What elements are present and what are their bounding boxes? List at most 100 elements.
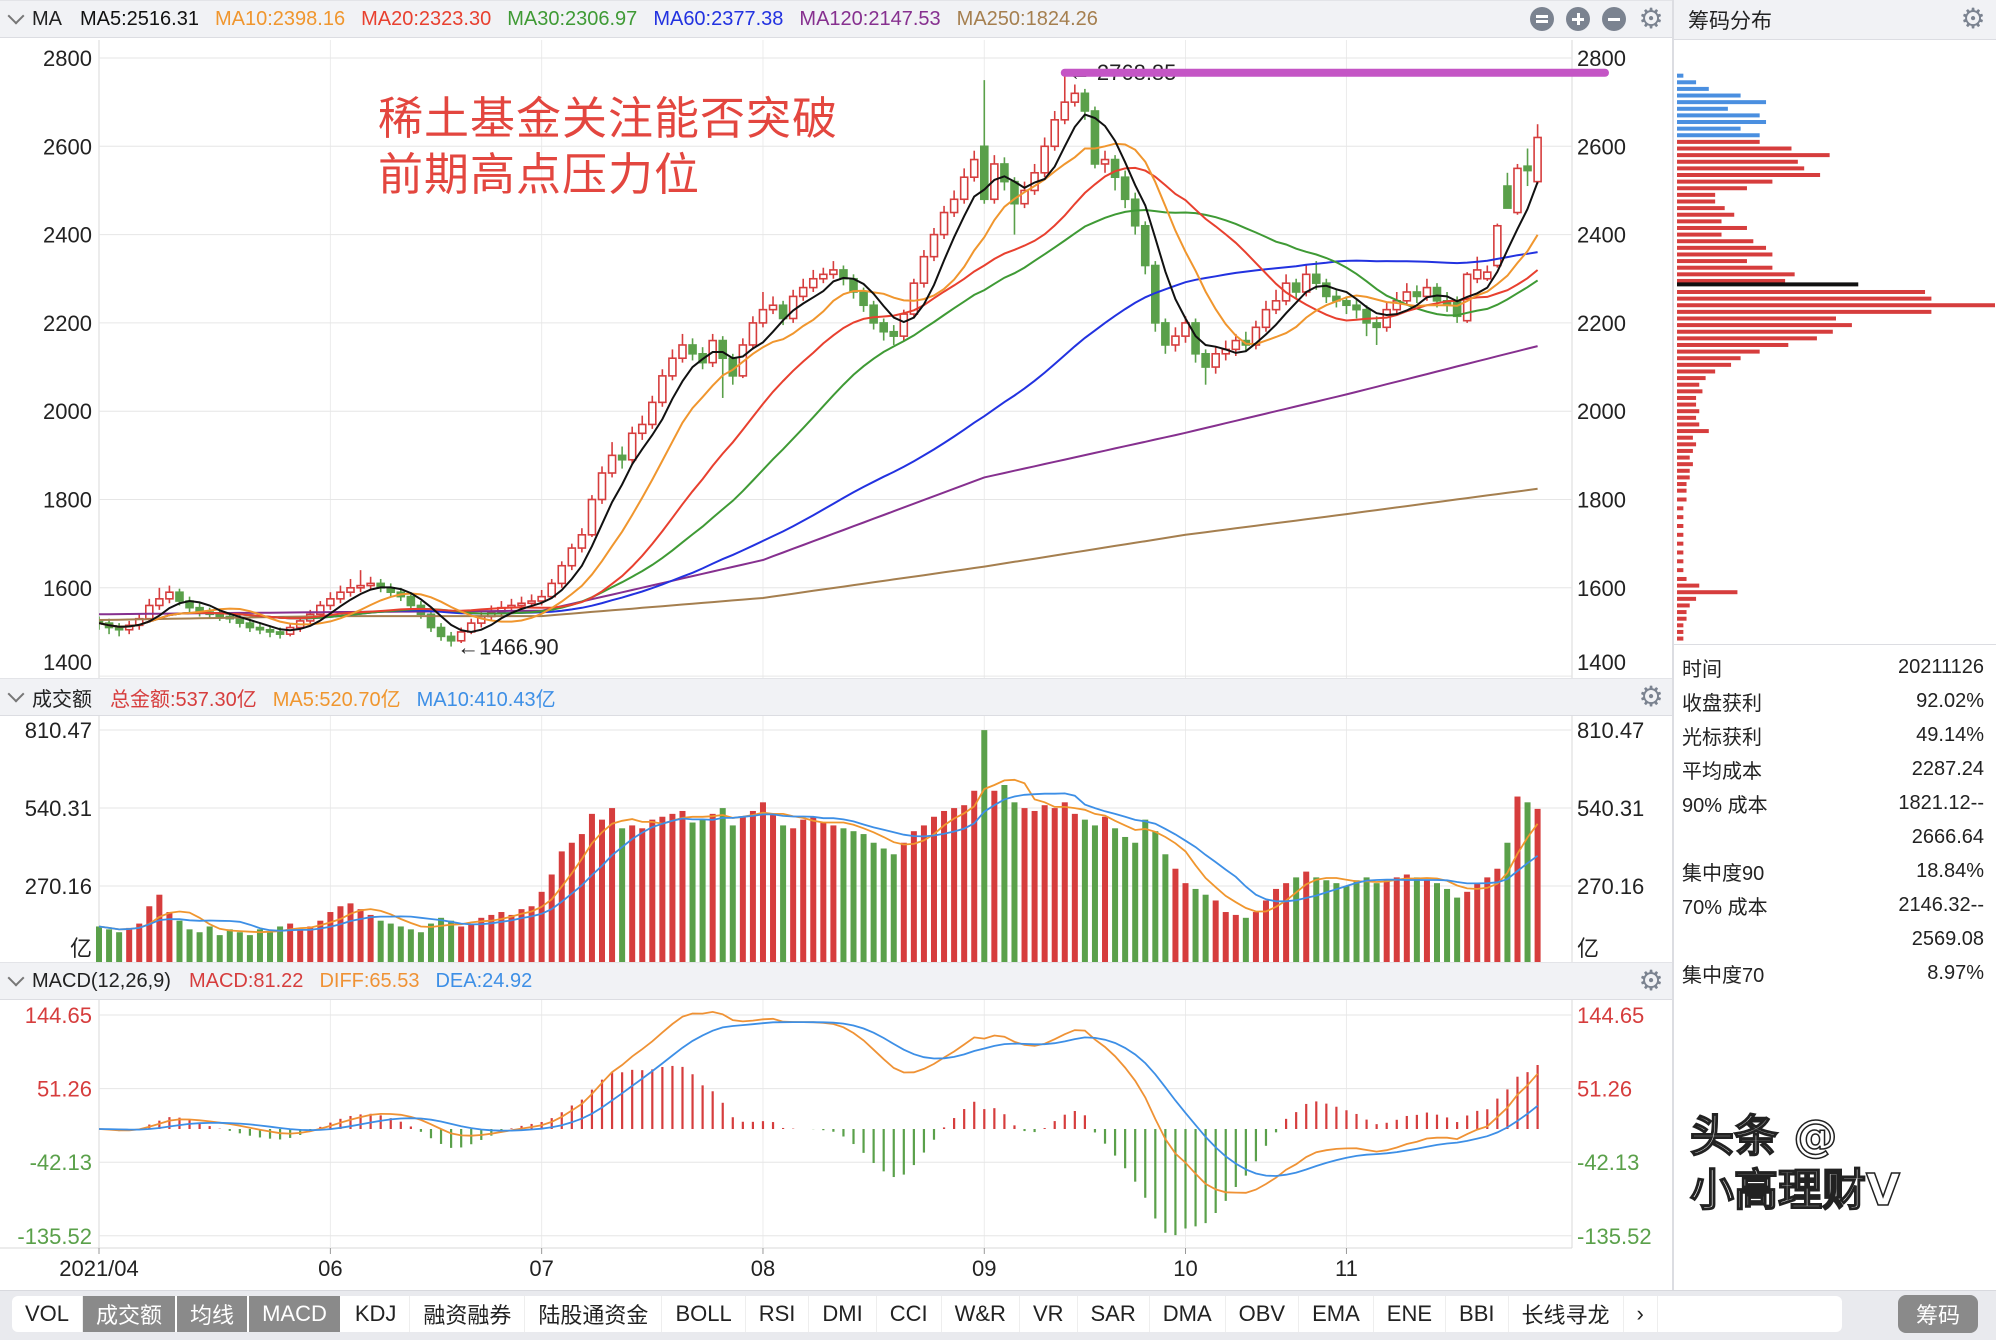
candle[interactable] xyxy=(1352,304,1361,311)
volume-bar[interactable] xyxy=(307,926,314,964)
volume-bar[interactable] xyxy=(176,920,183,964)
candle[interactable] xyxy=(607,454,617,474)
volume-bar[interactable] xyxy=(981,730,988,964)
volume-bar[interactable] xyxy=(991,790,998,964)
volume-bar[interactable] xyxy=(870,842,877,964)
candle[interactable] xyxy=(859,291,868,307)
volume-bar[interactable] xyxy=(1444,888,1451,964)
candle[interactable] xyxy=(1201,353,1210,368)
volume-bar[interactable] xyxy=(1343,886,1350,964)
volume-bar[interactable] xyxy=(377,920,384,964)
tab-W&R[interactable]: W&R xyxy=(942,1296,1020,1332)
volume-bar[interactable] xyxy=(518,909,525,964)
volume-bar[interactable] xyxy=(1403,874,1410,964)
candle[interactable] xyxy=(406,595,416,607)
candle[interactable] xyxy=(949,198,959,214)
volume-bar[interactable] xyxy=(1132,842,1139,964)
volume-bar[interactable] xyxy=(1454,897,1461,964)
candle[interactable] xyxy=(1362,308,1371,324)
candle[interactable] xyxy=(1372,322,1381,329)
tab-长线寻龙[interactable]: 长线寻龙 xyxy=(1509,1296,1624,1332)
volume-bar[interactable] xyxy=(941,810,948,964)
volume-bar[interactable] xyxy=(971,790,978,964)
candle[interactable] xyxy=(939,211,949,236)
volume-bar[interactable] xyxy=(609,808,616,964)
volume-bar[interactable] xyxy=(1283,883,1290,964)
volume-bar[interactable] xyxy=(689,822,696,964)
candle[interactable] xyxy=(1181,322,1190,337)
volume-bar[interactable] xyxy=(478,917,485,964)
volume-bar[interactable] xyxy=(1252,912,1259,964)
volume-bar[interactable] xyxy=(548,874,555,964)
candle[interactable] xyxy=(1422,286,1432,298)
volume-bar[interactable] xyxy=(1021,808,1028,964)
tab-DMA[interactable]: DMA xyxy=(1150,1296,1226,1332)
candle[interactable] xyxy=(1100,158,1110,165)
candle[interactable] xyxy=(436,626,446,638)
candle[interactable] xyxy=(869,304,878,324)
volume-bar[interactable] xyxy=(1172,868,1179,964)
candle[interactable] xyxy=(1060,101,1070,121)
candle[interactable] xyxy=(1110,158,1120,179)
candle[interactable] xyxy=(1130,198,1140,227)
tab-均线[interactable]: 均线 xyxy=(177,1296,250,1332)
candle[interactable] xyxy=(577,534,587,549)
candle[interactable] xyxy=(909,282,919,315)
candle[interactable] xyxy=(275,631,285,635)
candle[interactable] xyxy=(1080,92,1090,112)
tab-成交额[interactable]: 成交额 xyxy=(83,1296,178,1332)
volume-bar[interactable] xyxy=(357,909,364,964)
tab-VR[interactable]: VR xyxy=(1020,1296,1078,1332)
tab-陆股通资金[interactable]: 陆股通资金 xyxy=(525,1296,663,1332)
tab-BOLL[interactable]: BOLL xyxy=(662,1296,746,1332)
candle[interactable] xyxy=(658,375,667,404)
volume-bar[interactable] xyxy=(1192,888,1199,964)
candle[interactable] xyxy=(336,591,345,600)
candle[interactable] xyxy=(1070,92,1080,103)
candle[interactable] xyxy=(316,604,325,616)
candle[interactable] xyxy=(356,584,365,589)
candle[interactable] xyxy=(1402,291,1412,302)
volume-bar[interactable] xyxy=(900,842,907,964)
candle[interactable] xyxy=(979,145,989,201)
volume-bar[interactable] xyxy=(317,920,324,964)
candle[interactable] xyxy=(1301,273,1311,293)
candle[interactable] xyxy=(1523,165,1532,172)
volume-bar[interactable] xyxy=(770,813,777,964)
volume-bar[interactable] xyxy=(246,935,253,964)
volume-bar[interactable] xyxy=(1524,802,1531,964)
candle[interactable] xyxy=(587,498,597,536)
volume-bar[interactable] xyxy=(1222,912,1229,964)
candle[interactable] xyxy=(1261,308,1271,329)
candle[interactable] xyxy=(738,344,748,377)
gear-icon[interactable]: ⚙ xyxy=(1638,3,1664,34)
candle[interactable] xyxy=(819,273,828,280)
volume-bar[interactable] xyxy=(458,926,465,964)
volume-bar[interactable] xyxy=(800,819,807,964)
volume-bar[interactable] xyxy=(427,923,434,964)
volume-bar[interactable] xyxy=(1232,914,1239,964)
volume-bar[interactable] xyxy=(759,802,766,964)
volume-bar[interactable] xyxy=(1142,819,1149,964)
volume-bar[interactable] xyxy=(1313,877,1320,964)
candle[interactable] xyxy=(245,622,255,629)
candle[interactable] xyxy=(1342,300,1351,307)
candle[interactable] xyxy=(456,631,466,642)
volume-bar[interactable] xyxy=(407,929,414,964)
volume-bar[interactable] xyxy=(1011,802,1018,964)
volume-bar[interactable] xyxy=(790,828,797,964)
volume-bar[interactable] xyxy=(1474,883,1481,964)
candle[interactable] xyxy=(788,295,798,320)
candle[interactable] xyxy=(748,322,758,346)
candle[interactable] xyxy=(255,626,265,631)
volume-bar[interactable] xyxy=(1333,883,1340,964)
volume-bar[interactable] xyxy=(578,834,585,964)
volume-bar[interactable] xyxy=(1051,808,1058,964)
volume-bar[interactable] xyxy=(649,819,656,964)
volume-bar[interactable] xyxy=(568,842,575,964)
volume-bar[interactable] xyxy=(920,825,927,964)
volume-bar[interactable] xyxy=(1534,808,1541,964)
volume-bar[interactable] xyxy=(840,828,847,964)
tab-MACD[interactable]: MACD xyxy=(249,1296,342,1332)
volume-bar[interactable] xyxy=(1212,900,1219,964)
